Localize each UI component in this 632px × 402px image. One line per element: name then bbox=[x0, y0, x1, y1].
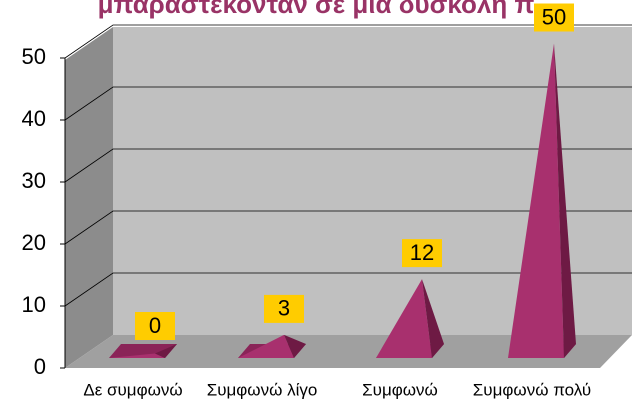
pyramid bbox=[238, 334, 306, 358]
pyramid bbox=[508, 43, 576, 358]
value-label-box bbox=[402, 239, 442, 268]
value-label-box bbox=[534, 3, 574, 32]
x-tick-label: Συμφωνώ πολύ bbox=[473, 380, 591, 399]
pyramid-front bbox=[238, 334, 294, 358]
pyramid bbox=[109, 344, 177, 358]
side-wall bbox=[65, 27, 113, 368]
y-tick-label: 40 bbox=[22, 106, 46, 131]
pyramid-side bbox=[284, 334, 306, 358]
grid-line bbox=[64, 24, 632, 59]
value-label: 3 bbox=[278, 296, 290, 321]
y-tick-label: 20 bbox=[22, 230, 46, 255]
y-tick-label: 30 bbox=[22, 168, 46, 193]
value-label: 50 bbox=[542, 4, 566, 29]
chart-title: μπαραστεκονταν σε μια δυσκολη π bbox=[98, 0, 535, 19]
pyramid-front bbox=[376, 279, 432, 358]
y-tick-label: 50 bbox=[22, 44, 46, 69]
grid-line bbox=[64, 148, 632, 183]
value-label: 12 bbox=[410, 240, 434, 265]
grid-line bbox=[64, 272, 632, 307]
pyramid-side bbox=[422, 279, 444, 358]
pyramid-side bbox=[155, 344, 177, 358]
floor bbox=[65, 335, 632, 368]
y-tick-label: 0 bbox=[34, 354, 46, 379]
pyramid-side bbox=[554, 43, 576, 358]
y-tick-label: 10 bbox=[22, 292, 46, 317]
pyramid bbox=[376, 279, 444, 358]
grid-line bbox=[64, 210, 632, 245]
pyramid-front bbox=[508, 43, 564, 358]
x-tick-label: Δε συμφωνώ bbox=[83, 380, 182, 399]
x-tick-label: Συμφωνώ λίγο bbox=[207, 380, 318, 399]
value-label-box bbox=[264, 294, 304, 323]
value-label-box bbox=[135, 312, 175, 340]
x-tick-label: Συμφωνώ bbox=[362, 380, 438, 399]
grid-line bbox=[64, 86, 632, 121]
back-wall bbox=[113, 27, 632, 335]
value-label: 0 bbox=[149, 313, 161, 338]
pyramid-front bbox=[109, 353, 165, 358]
